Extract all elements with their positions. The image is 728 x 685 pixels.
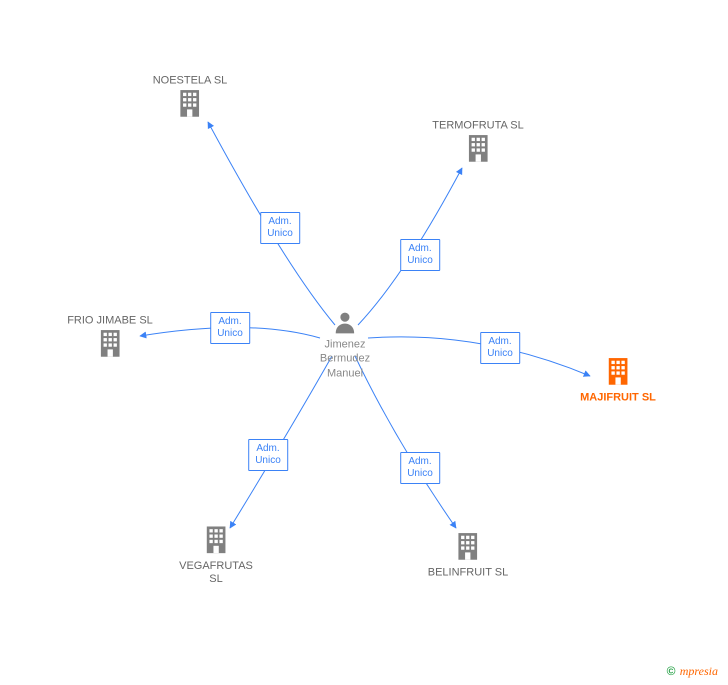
edge-label-belinfruit: Adm.Unico bbox=[400, 452, 440, 484]
edge-label-termofruta: Adm.Unico bbox=[400, 239, 440, 271]
building-icon bbox=[200, 524, 232, 556]
building-icon bbox=[174, 88, 206, 120]
center-node-label: JimenezBermudezManuel bbox=[320, 338, 370, 381]
building-icon bbox=[602, 355, 634, 387]
company-node-noestela[interactable]: NOESTELA SL bbox=[153, 70, 228, 119]
company-node-friojimabe[interactable]: FRIO JIMABE SL bbox=[67, 310, 153, 359]
edge-label-friojimabe: Adm.Unico bbox=[210, 312, 250, 344]
person-icon bbox=[332, 310, 358, 336]
copyright-symbol: © bbox=[667, 664, 676, 678]
company-node-vegafrutas[interactable]: VEGAFRUTASSL bbox=[179, 524, 253, 586]
edge-majifruit bbox=[368, 337, 590, 376]
network-diagram: JimenezBermudezManuel NOESTELA SL TERMOFR… bbox=[0, 0, 728, 685]
building-icon bbox=[452, 530, 484, 562]
building-icon bbox=[462, 133, 494, 165]
company-label: NOESTELA SL bbox=[153, 74, 228, 87]
company-node-majifruit[interactable]: MAJIFRUIT SL bbox=[580, 355, 656, 404]
center-node-person[interactable]: JimenezBermudezManuel bbox=[320, 310, 370, 381]
building-icon bbox=[94, 328, 126, 360]
company-node-belinfruit[interactable]: BELINFRUIT SL bbox=[428, 530, 509, 579]
copyright: © mpresia bbox=[667, 664, 718, 679]
company-node-termofruta[interactable]: TERMOFRUTA SL bbox=[432, 115, 523, 164]
company-label: BELINFRUIT SL bbox=[428, 566, 509, 579]
edge-label-vegafrutas: Adm.Unico bbox=[248, 439, 288, 471]
company-label: FRIO JIMABE SL bbox=[67, 314, 153, 327]
edge-label-majifruit: Adm.Unico bbox=[480, 332, 520, 364]
company-label: MAJIFRUIT SL bbox=[580, 391, 656, 404]
edge-belinfruit bbox=[355, 356, 456, 528]
company-label: TERMOFRUTA SL bbox=[432, 119, 523, 132]
edge-label-noestela: Adm.Unico bbox=[260, 212, 300, 244]
copyright-brand: mpresia bbox=[679, 664, 718, 678]
company-label: VEGAFRUTASSL bbox=[179, 560, 253, 586]
